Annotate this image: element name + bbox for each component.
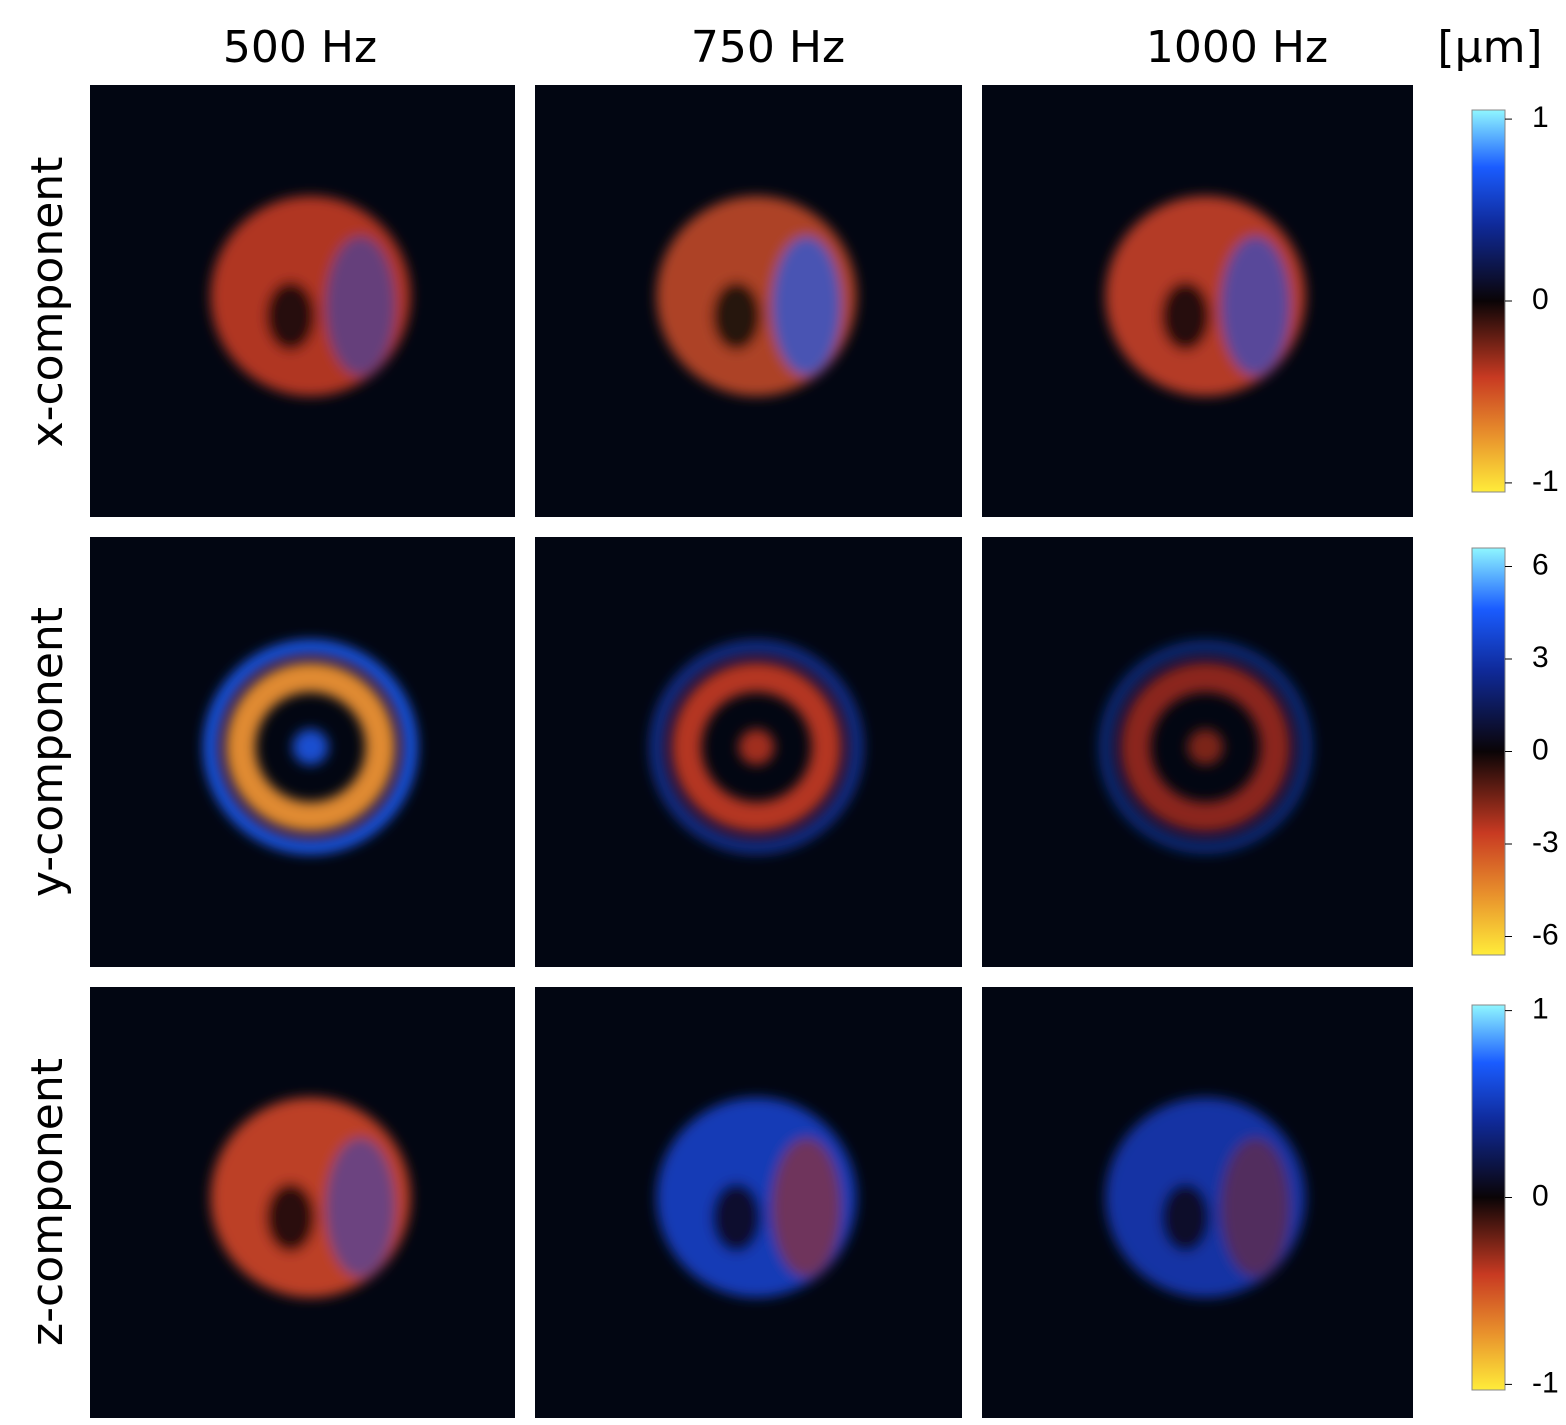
field-core — [1187, 729, 1224, 765]
column-title: 500 Hz — [223, 22, 377, 73]
field-map — [656, 196, 857, 396]
column-title: 750 Hz — [691, 22, 845, 73]
field-ring — [1120, 662, 1291, 832]
colorbar — [1471, 109, 1506, 493]
field-lobe — [325, 236, 396, 376]
colorbar-tick-label: -3 — [1532, 826, 1559, 859]
field-map — [656, 1097, 857, 1298]
field-lobe — [265, 1182, 316, 1253]
field-ring — [225, 662, 396, 832]
colorbar-tick-label: -1 — [1532, 465, 1559, 498]
field-lobe — [711, 1182, 762, 1253]
field-map — [203, 640, 418, 854]
field-map — [649, 640, 864, 854]
field-ring — [203, 640, 418, 854]
column-title: 1000 Hz — [1146, 22, 1328, 73]
field-lobe — [1220, 236, 1291, 376]
colorbar-tick-label: 6 — [1532, 548, 1549, 581]
unit-label: [µm] — [1437, 22, 1542, 73]
panels — [90, 85, 1413, 1418]
colorbar — [1471, 1004, 1506, 1391]
field-ring — [1098, 640, 1313, 854]
field-map — [210, 1097, 411, 1298]
field-lobe — [1160, 281, 1211, 351]
row-label: z-component — [22, 1058, 73, 1346]
colorbar-tick-label: 0 — [1532, 283, 1549, 316]
field-lobe — [325, 1137, 396, 1278]
field-ring — [671, 662, 842, 832]
field-map — [1098, 640, 1313, 854]
colorbar-tick-label: -1 — [1532, 1366, 1559, 1399]
field-map — [210, 196, 411, 396]
field-lobe — [711, 281, 762, 351]
colorbar-tick-label: 0 — [1532, 1179, 1549, 1212]
colorbar — [1471, 547, 1506, 956]
field-lobe — [771, 236, 842, 376]
colorbar-tick-label: 1 — [1532, 993, 1549, 1026]
field-map — [1105, 196, 1306, 396]
colorbar-tick-label: 0 — [1532, 733, 1549, 766]
field-lobe — [1160, 1182, 1211, 1253]
colorbar-tick-label: 1 — [1532, 101, 1549, 134]
colorbars: 1 0 -1 6 3 0 -3 -6 1 0 -1 — [1471, 101, 1559, 1399]
field-core — [738, 729, 775, 765]
field-lobe — [265, 281, 316, 351]
field-core — [292, 729, 329, 765]
field-lobe — [771, 1137, 842, 1278]
colorbar-tick-label: 3 — [1532, 641, 1549, 674]
field-map — [1105, 1097, 1306, 1298]
field-ring — [649, 640, 864, 854]
colorbar-tick-label: -6 — [1532, 918, 1559, 951]
field-lobe — [1220, 1137, 1291, 1278]
row-label: x-component — [22, 157, 73, 448]
row-label: y-component — [22, 607, 73, 897]
